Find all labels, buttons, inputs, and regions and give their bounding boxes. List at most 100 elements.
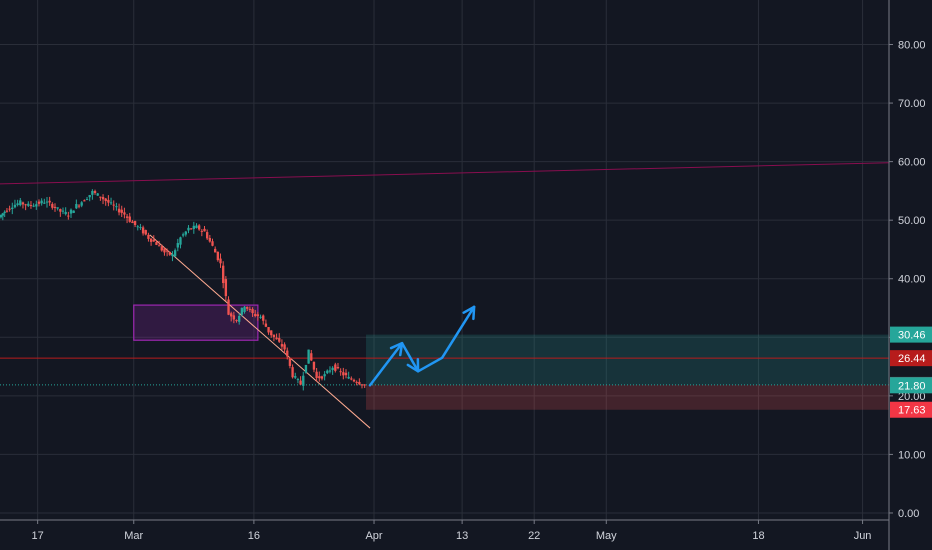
candle-body [5,210,9,212]
candle-body [69,209,73,214]
x-tick-label: Mar [124,530,143,542]
candle-body [181,234,185,236]
candle-body [160,246,163,251]
candle-body [88,195,91,198]
candle-body [251,309,254,314]
candle-body [256,314,260,317]
candle-body [61,210,65,212]
x-tick-label: 17 [32,530,44,542]
candle-body [99,196,102,198]
candle-body [238,315,241,322]
position-loss-zone [366,384,889,410]
candle-body [85,199,89,201]
candle-body [358,381,361,385]
candle-body [315,371,318,378]
arrow-head [389,341,404,357]
candle-body [29,205,33,207]
candle-body [35,204,38,207]
candle-body [149,238,153,242]
candle-body [286,350,289,357]
candle-body [45,201,49,203]
candle-body [230,313,233,317]
y-axis-panel [889,0,932,550]
x-axis-panel [0,520,889,550]
candle-body [83,200,86,202]
price-tag-box [890,350,932,367]
candle-body [326,370,329,374]
candle-body [48,200,51,203]
candle-body [173,250,177,257]
candle-body [136,226,139,228]
projection-arrows [368,305,476,387]
candle-body [80,202,83,206]
x-tick-label: Jun [854,530,872,542]
trend-line [149,234,371,429]
candle-body [163,248,166,253]
candle-body [147,234,150,239]
x-tick-label: 16 [248,530,260,542]
candle-body [115,206,118,208]
candle-body [331,367,334,371]
candle-body [328,370,332,372]
candle-body [334,364,337,371]
candle-body [232,315,236,320]
x-tick-label: 18 [752,530,764,542]
candle-body [192,225,195,229]
candle-body [152,239,155,242]
candle-body [254,314,257,317]
candle-body [219,258,222,264]
candle-body [195,225,198,229]
candle-body [107,199,110,203]
candle-body [227,299,230,315]
price-tag-label: 26.44 [898,353,926,365]
candle-body [19,200,22,206]
y-tick-label: 80.00 [898,40,926,52]
grid [0,0,889,520]
candle-body [125,216,129,218]
price-tag-label: 21.80 [898,380,926,392]
candle-body [3,211,6,213]
candle-body [123,212,126,215]
candle-body [240,307,244,315]
candle-body [224,279,228,297]
candle-body [280,344,284,347]
candle-body [155,242,158,245]
candle-body [197,225,201,230]
candle-body [267,327,270,333]
candle-body [189,228,193,230]
candle-body [112,204,115,206]
price-tag-label: 30.46 [898,330,926,342]
y-tick-label: 70.00 [898,98,926,110]
candle-body [32,205,35,207]
candle-body [283,344,286,350]
arrow-head [406,358,420,373]
candle-body [64,211,67,215]
candle-body [363,384,366,386]
candle-body [37,201,41,204]
candle-body [24,204,27,206]
candle-body [275,337,278,340]
candle-body [165,250,169,252]
candle-body [11,207,14,210]
candle-body [16,203,19,205]
candle-body [323,374,326,377]
candle-body [75,203,78,209]
candle-body [168,251,171,255]
x-tick-label: 13 [456,530,468,542]
candle-body [0,215,3,218]
candle-body [304,364,308,373]
candle-body [262,315,265,321]
candle-body [179,237,182,245]
candle-body [344,372,348,376]
candle-body [104,198,107,202]
annotation-zones [133,304,889,410]
annotation-lines [0,162,890,429]
candle-body [200,230,204,232]
candle-body [56,207,59,209]
candle-body [350,378,353,380]
candle-body [8,208,11,210]
y-tick-label: 0.00 [898,508,919,520]
price-series [0,189,366,391]
candle-body [93,191,97,193]
